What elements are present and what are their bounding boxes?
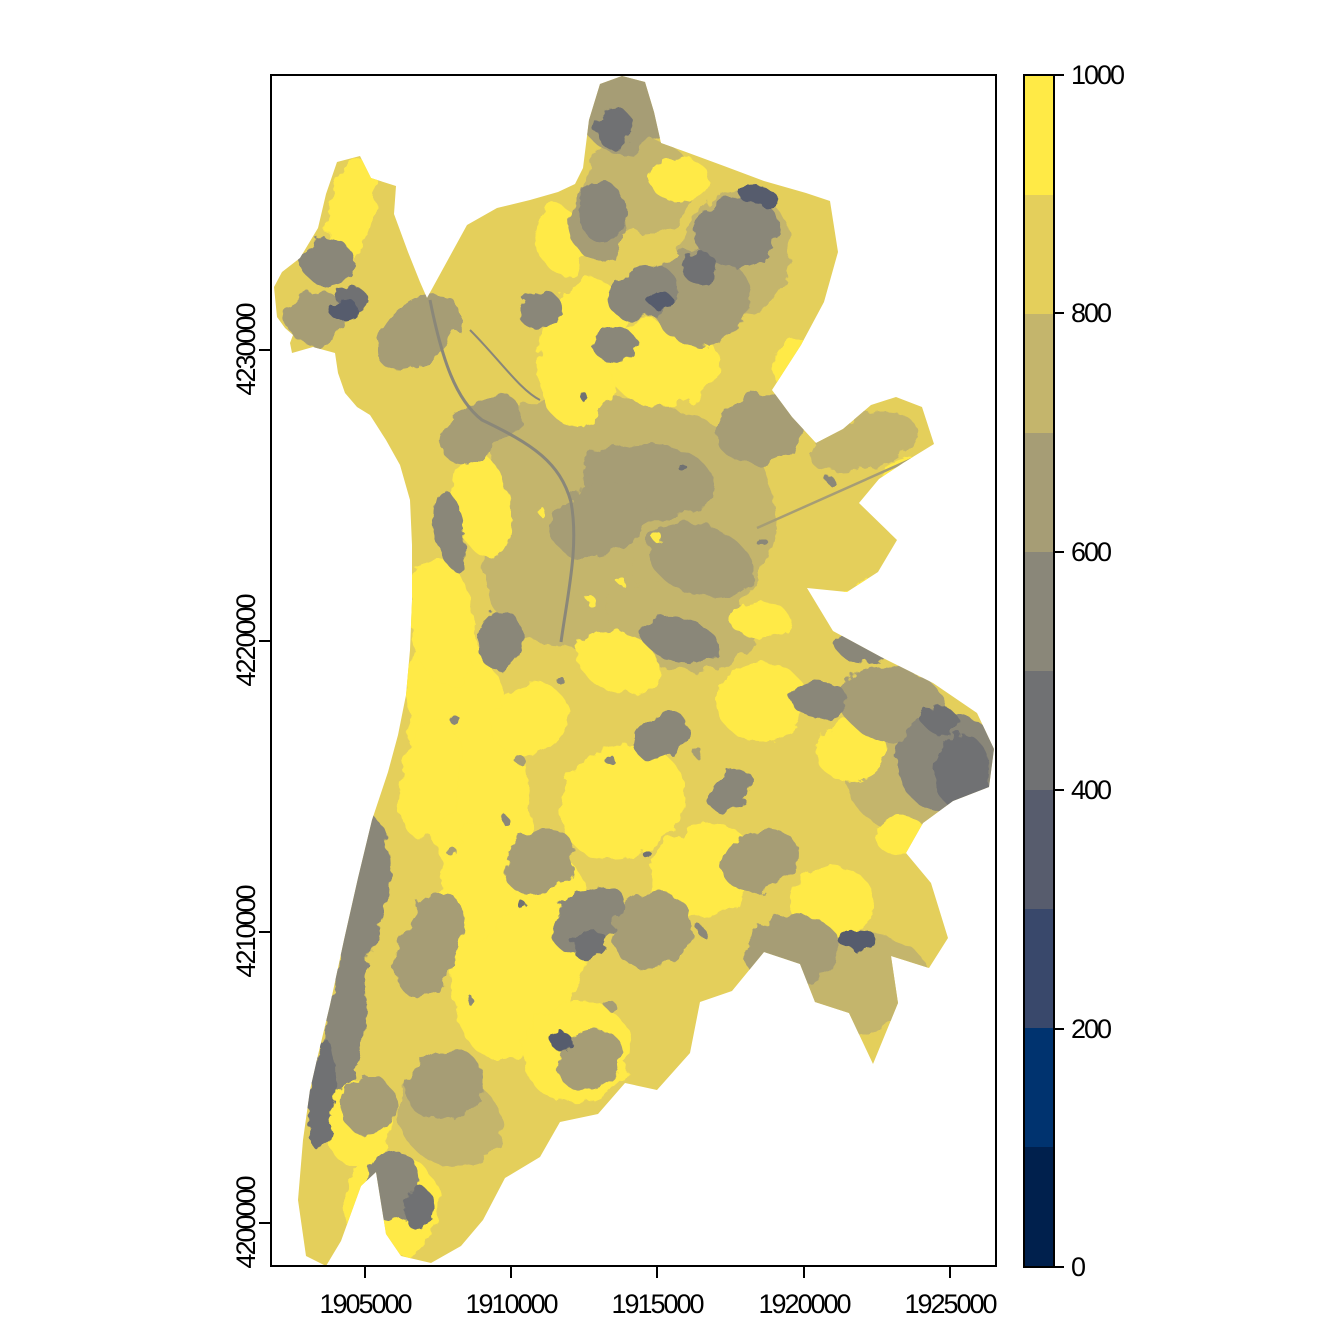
colorbar-band [1025, 195, 1053, 314]
colorbar-band [1025, 1028, 1053, 1147]
colorbar-tick [1054, 1266, 1064, 1268]
colorbar-band [1025, 76, 1053, 195]
plot-border [270, 74, 997, 1267]
colorbar-tick [1054, 74, 1064, 76]
road-line [756, 448, 933, 530]
colorbar-tick [1054, 312, 1064, 314]
y-tick [259, 640, 271, 642]
colorbar-tick [1054, 789, 1064, 791]
colorbar [1023, 74, 1055, 1268]
colorbar-tick-label: 1000 [1071, 60, 1125, 90]
tributary-line [469, 329, 541, 401]
x-tick-label: 1920000 [758, 1289, 851, 1319]
y-tick [259, 931, 271, 933]
colorbar-tick-label: 400 [1071, 775, 1112, 805]
x-tick [803, 1266, 805, 1278]
y-tick-label: 4220000 [231, 595, 261, 687]
y-tick-label: 4200000 [231, 1177, 261, 1269]
x-tick-label: 1915000 [611, 1289, 704, 1319]
colorbar-band [1025, 790, 1053, 909]
y-tick-label: 4210000 [231, 886, 261, 978]
colorbar-band [1025, 314, 1053, 433]
map-terrain-patches [286, 76, 994, 1257]
colorbar-band [1025, 671, 1053, 790]
colorbar-band [1025, 433, 1053, 552]
x-tick [364, 1266, 366, 1278]
y-tick [259, 1222, 271, 1224]
y-tick [259, 349, 271, 351]
colorbar-tick [1054, 551, 1064, 553]
x-tick [656, 1266, 658, 1278]
x-tick [949, 1266, 951, 1278]
colorbar-tick-label: 200 [1071, 1014, 1112, 1044]
colorbar-band [1025, 909, 1053, 1028]
colorbar-tick [1054, 1028, 1064, 1030]
colorbar-tick-label: 600 [1071, 537, 1112, 567]
x-tick [510, 1266, 512, 1278]
x-tick-label: 1905000 [319, 1289, 412, 1319]
colorbar-tick-label: 800 [1071, 298, 1112, 328]
colorbar-band [1025, 552, 1053, 671]
y-tick-label: 4230000 [231, 304, 261, 396]
stream-line [428, 299, 576, 643]
x-tick-label: 1910000 [465, 1289, 558, 1319]
colorbar-tick-label: 0 [1071, 1252, 1086, 1282]
x-tick-label: 1925000 [904, 1289, 997, 1319]
colorbar-band [1025, 1147, 1053, 1266]
